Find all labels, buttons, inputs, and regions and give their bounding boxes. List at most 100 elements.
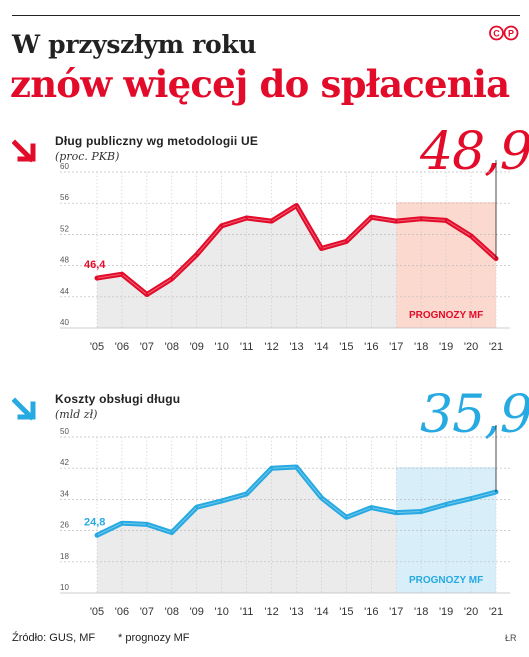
author-credit: ŁR <box>505 633 517 643</box>
chart2-ytick-label: 34 <box>60 489 69 498</box>
chart2-xtick-label: '05 <box>90 606 104 618</box>
chart1-plot: 60 56 52 48 44 40 '05 '06 '07 '08 '09 '10 '11 '12 '13 '… <box>60 160 510 353</box>
chart2-point <box>395 511 398 514</box>
chart2-point <box>145 523 149 526</box>
chart1-xtick-label: '14 <box>314 341 328 353</box>
chart1-title: Dług publiczny wg metodologii UE <box>55 134 259 148</box>
chart2-xtick-label: '21 <box>489 606 503 618</box>
chart2-plot: 50 42 34 26 18 10 '05 '06 '07 '08 '09 '10 '11 '12 '13 '… <box>60 425 510 618</box>
chart1-point <box>469 234 473 238</box>
chart1-xtick-label: '13 <box>289 341 303 353</box>
chart1-subtitle: (proc. PKB) <box>55 150 120 163</box>
chart2-ytick-label: 18 <box>60 552 69 561</box>
svg-text:C: C <box>493 28 500 38</box>
chart1-xtick-label: '17 <box>389 341 403 353</box>
chart2-ytick-label: 26 <box>60 521 69 530</box>
chart2-point <box>469 497 473 500</box>
chart2-xtick-label: '20 <box>464 606 478 618</box>
chart2-xtick-label: '18 <box>414 606 428 618</box>
chart1-point <box>195 253 198 256</box>
chart1-xtick-label: '18 <box>414 341 428 353</box>
chart2-xtick-label: '06 <box>115 606 129 618</box>
chart1-xtick-label: '08 <box>165 341 179 353</box>
chart2-xtick-label: '19 <box>439 606 453 618</box>
source-note: Źródło: GUS, MF <box>12 632 96 644</box>
chart1-ytick-label: 60 <box>60 162 69 171</box>
chart1-point <box>95 276 99 280</box>
chart2-forecast-label: PROGNOZY MF <box>409 575 483 586</box>
chart2-point <box>120 521 124 525</box>
chart1-ytick-label: 40 <box>60 318 69 327</box>
chart2-point <box>494 490 498 494</box>
chart2-xtick-label: '13 <box>289 606 303 618</box>
chart1-xtick-label: '09 <box>190 341 204 353</box>
chart1-xtick-label: '11 <box>240 341 254 353</box>
chart1-xtick-label: '15 <box>339 341 353 353</box>
svg-text:P: P <box>508 28 514 38</box>
chart1-point <box>245 216 248 220</box>
chart2-xtick-label: '16 <box>364 606 378 618</box>
chart1-point <box>494 257 498 260</box>
chart1-xtick-label: '10 <box>215 341 229 353</box>
chart1-xtick-label: '16 <box>364 341 378 353</box>
chart2-point <box>220 499 223 503</box>
chart2-xtick-label: '08 <box>165 606 179 618</box>
chart2-point <box>320 496 323 500</box>
chart2-point <box>370 506 373 509</box>
chart1-highlight-value: 48,9 <box>420 122 529 182</box>
chart2-title: Koszty obsługi długu <box>55 392 181 406</box>
chart1-ytick-label: 48 <box>60 256 69 265</box>
chart1-point <box>345 240 348 243</box>
chart1-ytick-label: 52 <box>60 224 69 233</box>
chart1-point <box>295 204 298 207</box>
chart1-start-label: 46,4 <box>84 259 106 271</box>
chart1-point <box>370 216 373 219</box>
chart2-ytick-label: 50 <box>60 427 69 436</box>
chart1-xtick-label: '19 <box>439 341 453 353</box>
chart1-xtick-label: '12 <box>264 341 278 353</box>
chart1-xtick-label: '06 <box>115 341 129 353</box>
chart1-xtick-label: '05 <box>90 341 104 353</box>
chart2-ytick-label: 10 <box>60 583 69 592</box>
headline-line2: znów więcej do spłacenia <box>10 62 510 106</box>
chart2-start-label: 24,8 <box>84 516 105 528</box>
chart2-xtick-label: '10 <box>215 606 229 618</box>
arrow-down-right-blue-icon <box>12 397 36 421</box>
chart2-point <box>245 492 248 496</box>
chart2-xtick-label: '11 <box>240 606 254 618</box>
chart1-xtick-label: '20 <box>464 341 478 353</box>
chart1-point <box>220 224 223 228</box>
chart2-xtick-label: '14 <box>314 606 328 618</box>
chart2-forecast-area <box>396 467 496 593</box>
chart1-point <box>270 219 273 223</box>
chart1-point <box>145 293 149 296</box>
chart2-xtick-label: '15 <box>339 606 353 618</box>
forecast-footnote: * prognozy MF <box>118 632 190 644</box>
chart1-point <box>395 219 398 223</box>
headline-line1: W przyszłym roku <box>12 30 257 59</box>
chart2-point <box>170 531 174 534</box>
chart2-xtick-label: '17 <box>389 606 403 618</box>
chart1-point <box>120 272 124 276</box>
chart2-point <box>295 465 298 469</box>
chart2-point <box>270 467 273 470</box>
chart1-xtick-label: '07 <box>140 341 154 353</box>
chart2-xtick-label: '12 <box>264 606 278 618</box>
chart2-point <box>419 510 423 513</box>
chart1-forecast-label: PROGNOZY MF <box>409 310 483 321</box>
publisher-logo: C P <box>489 25 519 41</box>
chart1-ytick-label: 44 <box>60 287 69 296</box>
chart1-xtick-label: '21 <box>489 341 503 353</box>
top-rule <box>12 15 520 16</box>
chart2-point <box>95 534 99 537</box>
chart2-point <box>444 503 448 506</box>
chart2-xtick-label: '09 <box>190 606 204 618</box>
chart1-ytick-label: 56 <box>60 193 69 202</box>
chart2-xtick-label: '07 <box>140 606 154 618</box>
chart2-ytick-label: 42 <box>60 458 69 467</box>
chart2-subtitle: (mld zł) <box>55 408 98 421</box>
chart1-point <box>320 247 323 250</box>
arrow-down-right-red-icon <box>12 139 36 163</box>
chart1-point <box>419 217 423 220</box>
chart2-point <box>345 516 348 519</box>
